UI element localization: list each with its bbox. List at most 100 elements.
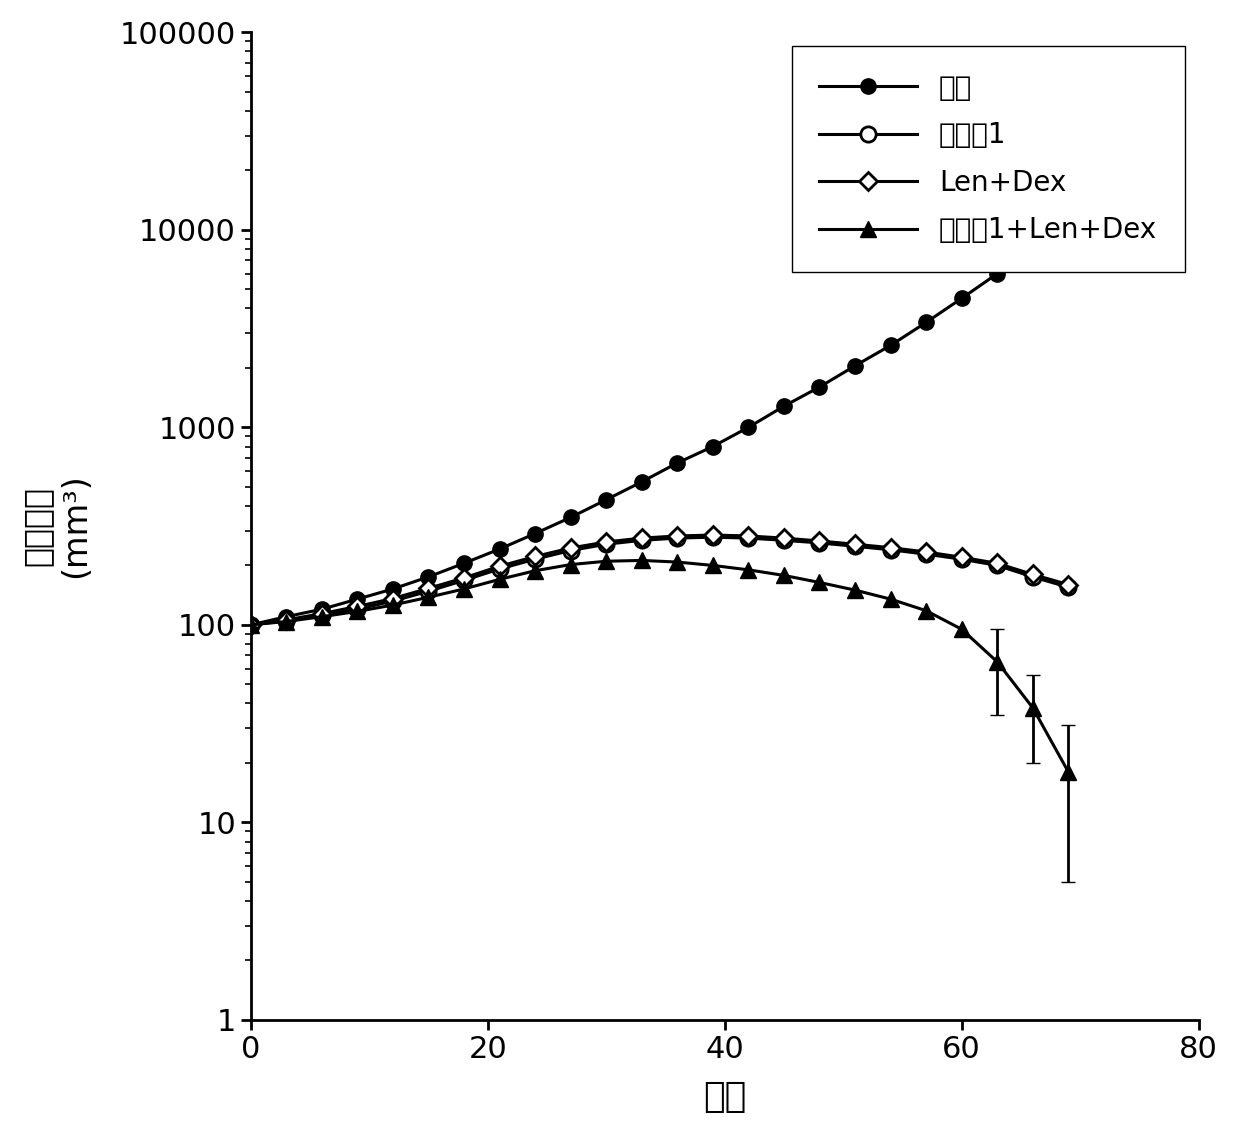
X-axis label: 天数: 天数 [703, 1081, 746, 1115]
化合甩1 [598, 538, 613, 552]
Len+Dex [634, 531, 649, 545]
Len+Dex [1026, 568, 1041, 581]
化合甩1+Len+Dex [385, 598, 400, 612]
化合甩1 [279, 614, 294, 628]
Len+Dex [243, 619, 258, 632]
溶媒 [598, 493, 613, 506]
溶媒 [741, 421, 756, 435]
化合甩1+Len+Dex [954, 622, 969, 636]
Len+Dex [598, 535, 613, 548]
溶媒 [705, 439, 720, 453]
化合甩1+Len+Dex [634, 554, 649, 568]
化合甩1+Len+Dex [812, 575, 826, 589]
溶媒 [883, 338, 898, 352]
溶媒 [243, 619, 258, 632]
溶媒 [634, 476, 649, 489]
溶媒 [528, 527, 543, 540]
溶媒 [670, 456, 685, 470]
溶媒 [279, 609, 294, 623]
化合甩1+Len+Dex [421, 590, 436, 604]
溶媒 [1061, 219, 1075, 233]
Len+Dex [315, 607, 330, 621]
化合甩1 [634, 533, 649, 547]
Len+Dex [528, 549, 543, 563]
Len+Dex [812, 535, 826, 548]
Len+Dex [777, 531, 792, 545]
溶媒 [349, 592, 364, 606]
化合甩1+Len+Dex [315, 609, 330, 623]
Len+Dex [385, 591, 400, 605]
Line: 溶媒: 溶媒 [243, 218, 1075, 632]
Line: 化合甩1: 化合甩1 [243, 530, 1075, 632]
溶媒 [919, 316, 934, 329]
化合甩1 [847, 539, 862, 553]
化合甩1 [670, 531, 685, 545]
Line: Len+Dex: Len+Dex [244, 529, 1074, 631]
Len+Dex [349, 599, 364, 613]
溶媒 [456, 556, 471, 570]
化合甩1+Len+Dex [990, 655, 1005, 669]
Len+Dex [670, 529, 685, 543]
Len+Dex [990, 556, 1005, 570]
Len+Dex [954, 550, 969, 564]
溶媒 [1026, 242, 1041, 255]
化合甩1+Len+Dex [564, 557, 579, 571]
化合甩1 [812, 536, 826, 549]
化合甩1 [349, 603, 364, 616]
化合甩1 [705, 530, 720, 544]
溶媒 [315, 603, 330, 616]
化合甩1 [777, 533, 792, 547]
化合甩1 [315, 608, 330, 622]
溶媒 [990, 267, 1005, 280]
化合甩1+Len+Dex [919, 604, 934, 617]
化合甩1+Len+Dex [705, 558, 720, 572]
化合甩1 [990, 558, 1005, 572]
溶媒 [564, 511, 579, 524]
Len+Dex [564, 541, 579, 555]
溶媒 [847, 359, 862, 372]
化合甩1+Len+Dex [777, 569, 792, 582]
溶媒 [385, 582, 400, 596]
化合甩1+Len+Dex [1061, 765, 1075, 779]
化合甩1 [528, 553, 543, 566]
溶媒 [812, 380, 826, 394]
化合甩1 [919, 547, 934, 561]
化合甩1 [1026, 570, 1041, 583]
化合甩1 [1061, 580, 1075, 594]
溶媒 [777, 400, 792, 413]
化合甩1 [564, 544, 579, 557]
Y-axis label: 肿瘾大小
(mm³): 肿瘾大小 (mm³) [21, 473, 92, 579]
化合甩1+Len+Dex [528, 564, 543, 578]
化合甩1 [243, 619, 258, 632]
化合甩1 [954, 553, 969, 566]
化合甩1+Len+Dex [492, 572, 507, 586]
溶媒 [421, 570, 436, 583]
化合甩1 [741, 531, 756, 545]
Len+Dex [421, 581, 436, 595]
化合甩1+Len+Dex [741, 563, 756, 577]
化合甩1 [456, 573, 471, 587]
化合甩1 [883, 543, 898, 556]
Line: 化合甩1+Len+Dex: 化合甩1+Len+Dex [243, 553, 1075, 780]
化合甩1+Len+Dex [670, 555, 685, 569]
化合甩1 [492, 562, 507, 575]
溶媒 [492, 543, 507, 556]
化合甩1+Len+Dex [883, 592, 898, 606]
化合甩1+Len+Dex [456, 582, 471, 596]
Len+Dex [847, 538, 862, 552]
Len+Dex [492, 560, 507, 573]
Len+Dex [919, 545, 934, 558]
化合甩1+Len+Dex [1026, 701, 1041, 715]
化合甩1 [385, 595, 400, 608]
化合甩1+Len+Dex [279, 615, 294, 629]
Len+Dex [705, 528, 720, 541]
Len+Dex [279, 613, 294, 627]
Len+Dex [1061, 578, 1075, 591]
Len+Dex [741, 529, 756, 543]
Legend: 溶媒, 化合甩1, Len+Dex, 化合甩1+Len+Dex: 溶媒, 化合甩1, Len+Dex, 化合甩1+Len+Dex [792, 47, 1184, 272]
化合甩1+Len+Dex [349, 605, 364, 619]
化合甩1+Len+Dex [847, 583, 862, 597]
化合甩1+Len+Dex [243, 619, 258, 632]
溶媒 [954, 292, 969, 305]
Len+Dex [456, 571, 471, 585]
